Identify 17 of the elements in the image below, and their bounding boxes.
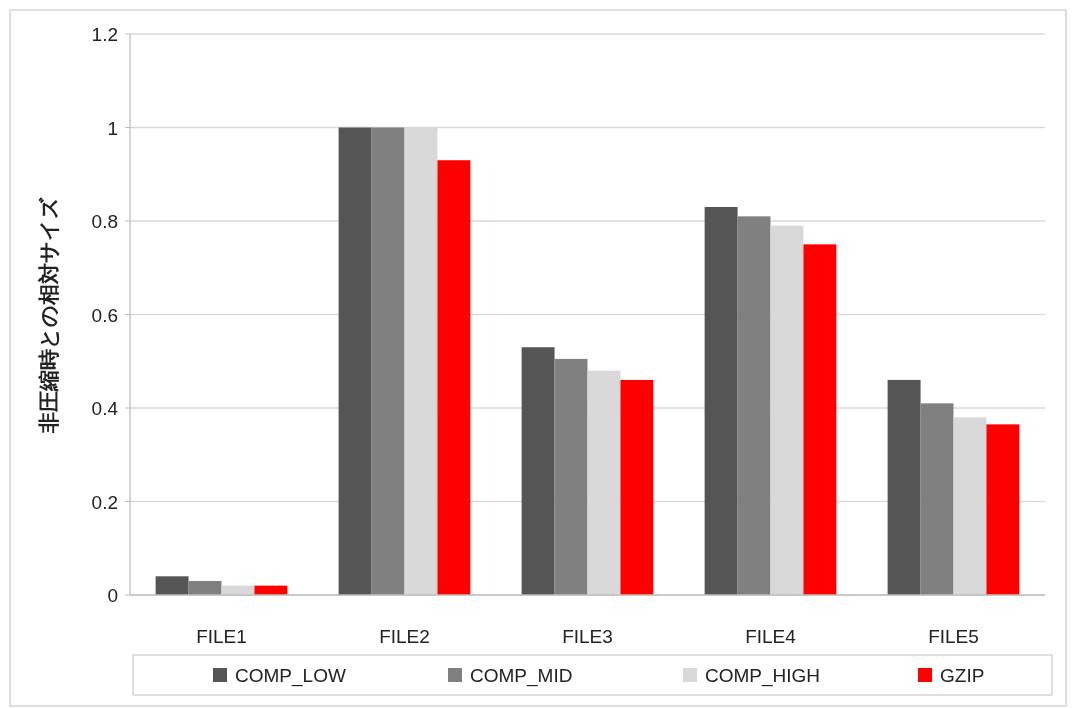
x-tick-label: FILE2: [379, 626, 430, 647]
y-tick-label: 0.6: [91, 304, 118, 326]
y-tick-label: 1.2: [91, 24, 118, 45]
legend-label: GZIP: [940, 665, 985, 686]
x-tick-label: FILE4: [745, 626, 797, 647]
y-tick-label: 0.2: [91, 491, 118, 513]
legend-label: COMP_MID: [470, 665, 573, 687]
legend-label: COMP_LOW: [235, 665, 346, 687]
y-tick-label: 1: [107, 117, 118, 139]
x-tick-label: FILE1: [196, 626, 247, 647]
y-tick-label: 0: [107, 585, 118, 606]
y-tick-label: 0.4: [91, 398, 119, 419]
legend-label: COMP_HIGH: [705, 665, 821, 687]
x-tick-label: FILE5: [928, 626, 979, 647]
y-tick-label: 0.8: [91, 211, 118, 232]
y-axis-title: 非圧縮時との相対サイズ: [37, 196, 60, 434]
x-tick-label: FILE3: [562, 626, 613, 647]
